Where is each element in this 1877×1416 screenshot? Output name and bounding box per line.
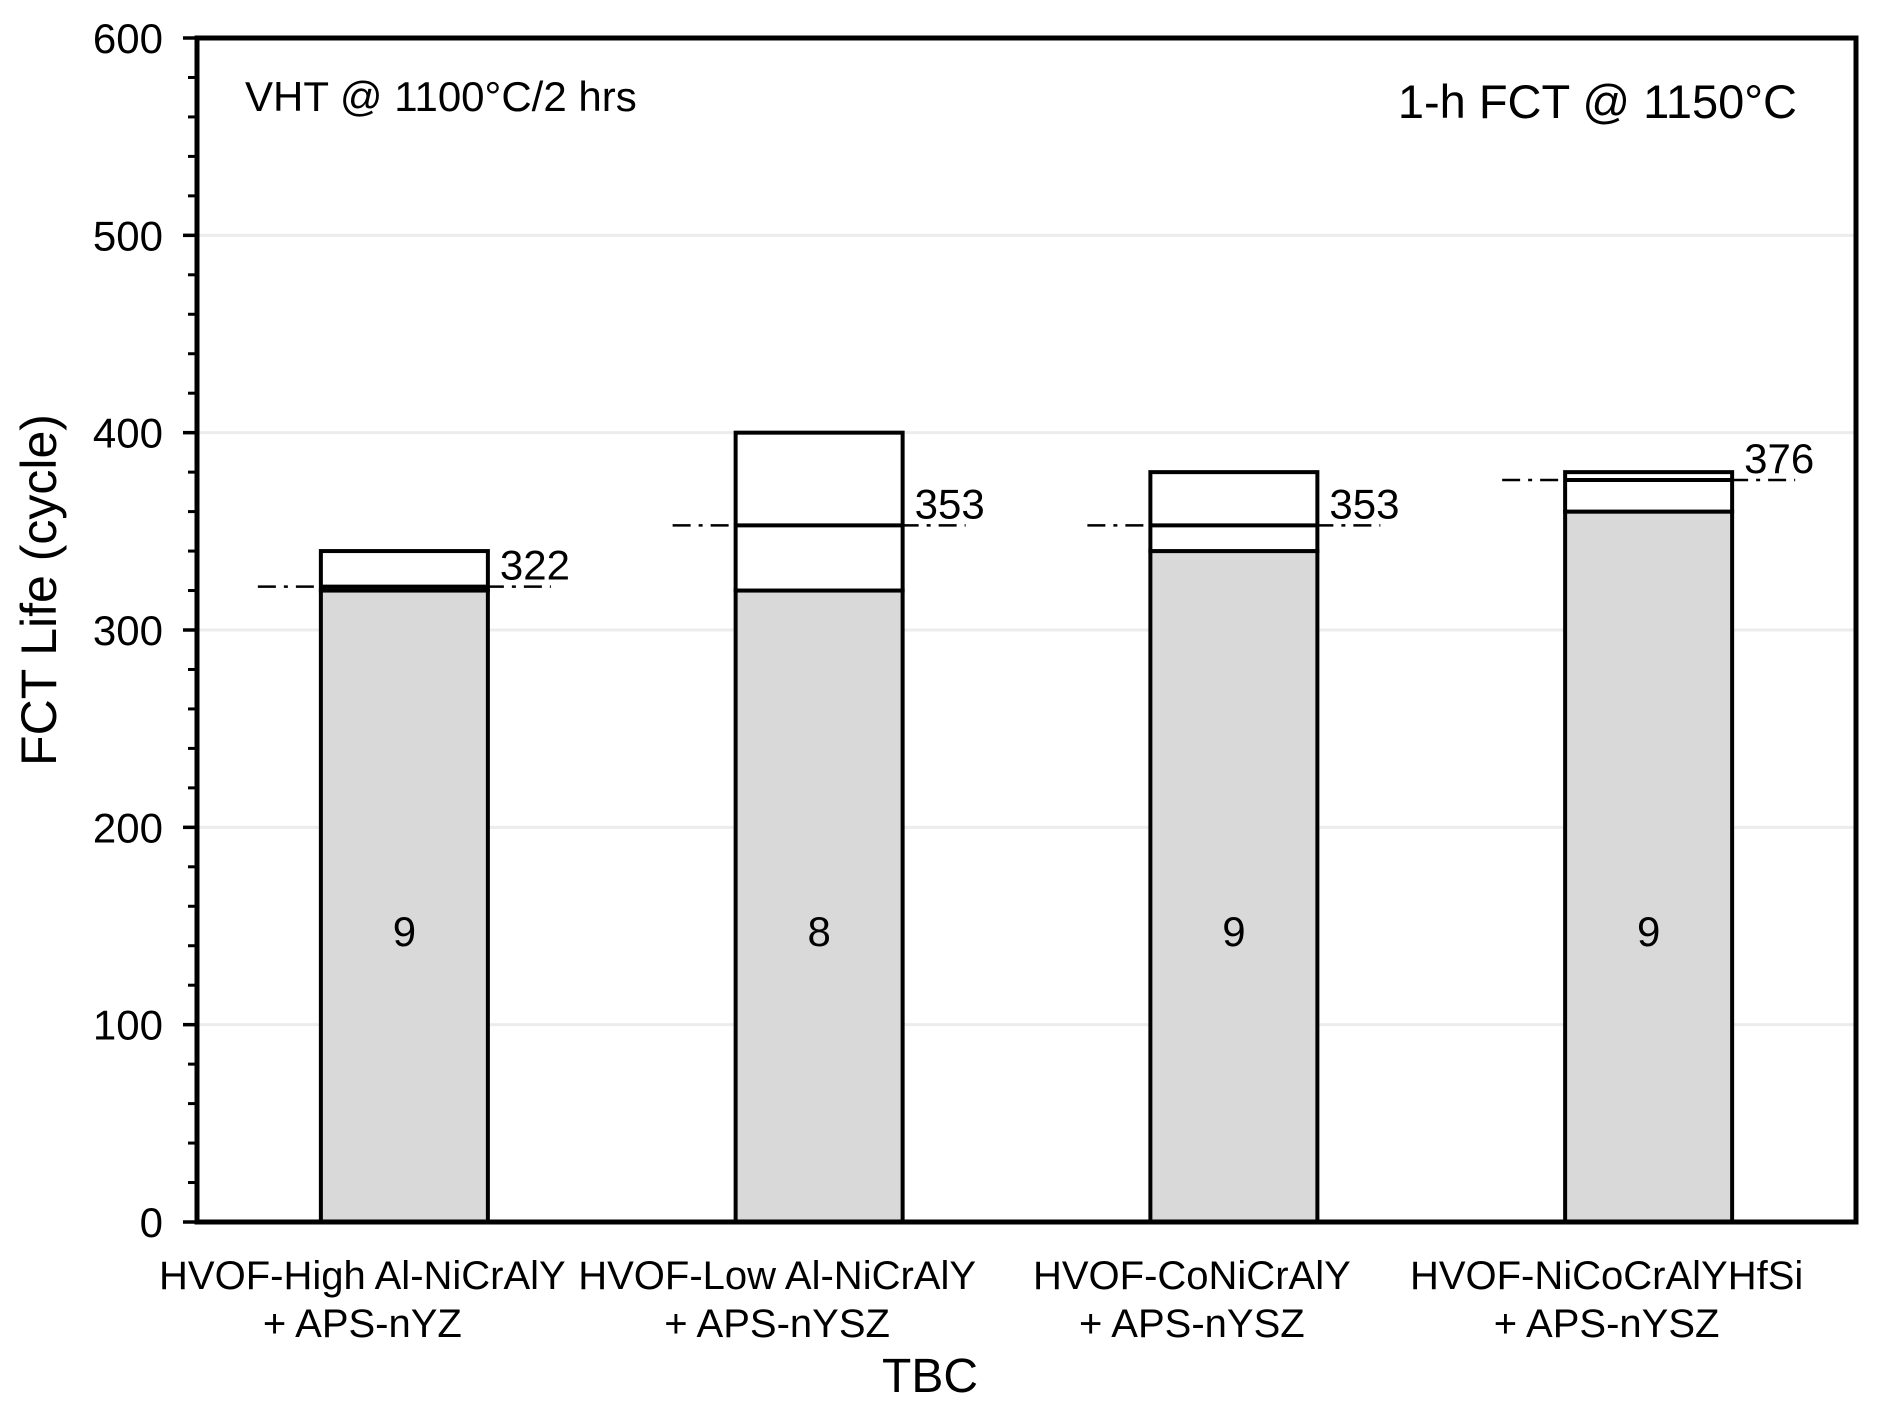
bar-base-segment: [1148, 549, 1320, 1224]
mean-dashdot-lines: [257, 478, 1796, 588]
y-tick-label: 400: [93, 410, 163, 457]
y-axis-title: FCT Life (cycle): [11, 414, 67, 766]
mean-value-label: 353: [915, 480, 985, 527]
category-label-line2: + APS-nYSZ: [1079, 1302, 1305, 1346]
bar-range-box: [733, 430, 905, 593]
sample-count-label: 9: [393, 908, 416, 955]
y-tick-label: 300: [93, 607, 163, 654]
plot-border: [194, 35, 1859, 1225]
data-labels: 322 9 HVOF-High Al-NiCrAlY+ APS-nYZ 353 8 HVO…: [93, 15, 1814, 1346]
mean-value-label: 353: [1329, 480, 1399, 527]
annotation-fct: 1-h FCT @ 1150°C: [1398, 75, 1797, 128]
mean-value-label: 322: [500, 542, 570, 589]
sample-count-label: 9: [1637, 908, 1660, 955]
mean-solid-lines: [320, 478, 1733, 589]
annotation-vht: VHT @ 1100°C/2 hrs: [245, 73, 637, 120]
category-label-line1: HVOF-Low Al-NiCrAlY: [578, 1254, 976, 1298]
sample-count-label: 8: [807, 908, 830, 955]
bar-range-box: [1148, 470, 1320, 554]
bar-range-box: [318, 549, 490, 593]
bar-base-segment: [733, 588, 905, 1224]
category-label-line1: HVOF-NiCoCrAlYHfSi: [1410, 1254, 1803, 1298]
category-label-line2: + APS-nYSZ: [664, 1302, 890, 1346]
category-label-line1: HVOF-CoNiCrAlY: [1033, 1254, 1351, 1298]
y-tick-label: 0: [140, 1199, 163, 1246]
category-label-line2: + APS-nYSZ: [1494, 1302, 1720, 1346]
y-tick-label: 500: [93, 212, 163, 259]
y-tick-label: 600: [93, 15, 163, 62]
y-tick-label: 100: [93, 1002, 163, 1049]
category-label-line2: + APS-nYZ: [263, 1302, 462, 1346]
category-label-line1: HVOF-High Al-NiCrAlY: [159, 1254, 566, 1298]
bar-base-segment: [318, 588, 490, 1224]
x-axis-title: TBC: [882, 1350, 978, 1403]
mean-value-label: 376: [1744, 435, 1814, 482]
y-tick-label: 200: [93, 804, 163, 851]
bar-base-segment: [1563, 509, 1735, 1225]
axes-and-ticks: [183, 35, 1859, 1225]
sample-count-label: 9: [1222, 908, 1245, 955]
